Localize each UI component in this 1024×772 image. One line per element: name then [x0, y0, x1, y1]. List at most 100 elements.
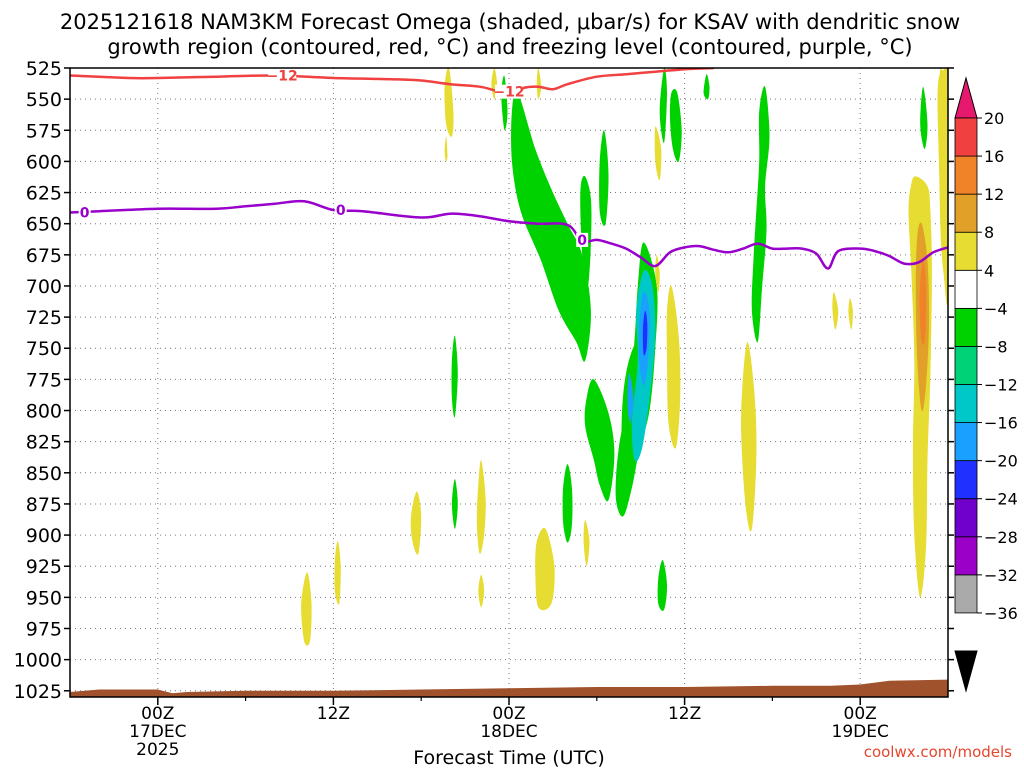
- freezing-level-line: [70, 199, 948, 270]
- y-tick-label-775: 775: [26, 369, 62, 391]
- omega-area-28: [301, 572, 312, 646]
- colorbar-label-9: −20: [984, 452, 1018, 471]
- colorbar-bin-2: [954, 536, 978, 576]
- colorbar-bin-13: [954, 117, 978, 157]
- colorbar-label-5: −4: [984, 299, 1008, 318]
- colorbar-bin-8: [954, 307, 978, 347]
- y-tick-label-1000: 1000: [14, 650, 62, 672]
- contour-label-bg-2: [78, 205, 91, 220]
- colorbar-label-0: 20: [984, 109, 1004, 128]
- omega-area-6: [657, 559, 668, 611]
- y-tick-label-925: 925: [26, 556, 62, 578]
- colorbar-bin-3: [954, 498, 978, 538]
- omega-area-18: [627, 373, 634, 424]
- omega-area-35: [832, 292, 839, 330]
- contour-label-bg-4: [576, 232, 589, 247]
- omega-area-10: [703, 74, 710, 100]
- colorbar-label-10: −24: [984, 490, 1018, 509]
- y-tick-label-825: 825: [26, 432, 62, 454]
- y-tick-label-675: 675: [26, 245, 62, 267]
- y-tick-label-800: 800: [26, 401, 62, 423]
- y-tick-label-650: 650: [26, 214, 62, 236]
- omega-area-36: [848, 298, 853, 330]
- y-tick-label-600: 600: [26, 151, 62, 173]
- y-tick-label-975: 975: [26, 618, 62, 640]
- y-tick-label-850: 850: [26, 463, 62, 485]
- colorbar-label-8: −16: [984, 414, 1018, 433]
- contour-label-2: 0: [80, 205, 90, 221]
- y-tick-label-625: 625: [26, 183, 62, 205]
- colorbar-bin-5: [954, 422, 978, 462]
- colorbar-label-2: 12: [984, 185, 1004, 204]
- omega-area-41: [939, 68, 946, 112]
- x-tick-year-0: 2025: [136, 740, 179, 760]
- omega-area-13: [451, 335, 458, 418]
- omega-area-29: [334, 541, 341, 605]
- omega-area-40: [919, 260, 927, 346]
- contour-label-3: 0: [336, 203, 346, 219]
- omega-area-19: [642, 310, 648, 356]
- omega-area-24: [535, 527, 555, 611]
- colorbar-label-6: −8: [984, 337, 1008, 356]
- omega-area-34: [583, 520, 590, 567]
- omega-area-14: [451, 479, 458, 529]
- omega-area-1: [580, 175, 592, 288]
- plot-area: −12 −12 0 0 0: [69, 67, 949, 698]
- y-tick-label-875: 875: [26, 494, 62, 516]
- contour-label-bg-1: [495, 84, 523, 99]
- y-tick-label-900: 900: [26, 525, 62, 547]
- omega-area-2: [584, 379, 615, 502]
- y-tick-label-575: 575: [26, 120, 62, 142]
- omega-area-8: [659, 68, 667, 143]
- omega-area-20: [666, 285, 681, 449]
- chart-title-line2: growth region (contoured, red, °C) and f…: [107, 35, 912, 59]
- omega-area-26: [478, 574, 485, 608]
- contour-label-4: 0: [577, 233, 587, 249]
- x-axis-label: Forecast Time (UTC): [413, 747, 604, 768]
- colorbar-bottom-arrow: [954, 650, 978, 693]
- colorbar-label-7: −12: [984, 376, 1018, 395]
- y-tick-label-525: 525: [26, 58, 62, 80]
- colorbar-label-12: −32: [984, 566, 1018, 585]
- axes: 525 550 575 600 625 650 675 700 725 750 775 800 825 8…: [14, 58, 954, 760]
- x-tick-label-24: 00Z: [492, 704, 525, 724]
- contour-label-bg-3: [334, 202, 347, 217]
- y-tick-label-950: 950: [26, 587, 62, 609]
- omega-area-38: [937, 68, 948, 306]
- colorbar-bin-7: [954, 346, 978, 385]
- x-tick-day-48: 19DEC: [832, 722, 889, 742]
- y-tick-label-750: 750: [26, 338, 62, 360]
- x-tick-label-0: 00Z: [141, 704, 174, 724]
- omega-area-31: [444, 136, 448, 162]
- colorbar-top-arrow: [954, 76, 978, 119]
- omega-area-3: [562, 464, 573, 543]
- contour-label-1: −12: [493, 85, 524, 101]
- plot-background: [70, 68, 948, 697]
- terrain-area: [70, 679, 948, 697]
- x-tick-label-48: 00Z: [844, 704, 877, 724]
- omega-area-27: [410, 491, 422, 555]
- y-tick-label-700: 700: [26, 276, 62, 298]
- colorbar-bin-10: [954, 231, 978, 271]
- y-tick-label-550: 550: [26, 89, 62, 111]
- omega-area-15: [920, 86, 928, 149]
- x-tick-day-0: 17DEC: [129, 722, 186, 742]
- x-tick-day-24: 18DEC: [480, 722, 537, 742]
- omega-area-7: [669, 88, 682, 163]
- colorbar-label-11: −28: [984, 528, 1018, 547]
- colorbar-label-1: 16: [984, 147, 1004, 166]
- omega-area-33: [536, 68, 542, 100]
- omega-area-0: [511, 91, 591, 362]
- omega-area-22: [654, 126, 662, 181]
- omega-area-11: [599, 130, 609, 226]
- x-tick-label-12: 12Z: [317, 704, 350, 724]
- chart-title: 2025121618 NAM3KM Forecast Omega (shaded…: [60, 10, 960, 59]
- colorbar-label-4: 4: [984, 261, 994, 280]
- plot-content: −12 −12 0 0 0: [70, 68, 948, 697]
- colorbar-label-3: 8: [984, 223, 994, 242]
- colorbar-label-13: −36: [984, 604, 1018, 623]
- contour-label-bg-0: [268, 68, 297, 83]
- y-tick-label-1025: 1025: [14, 681, 62, 703]
